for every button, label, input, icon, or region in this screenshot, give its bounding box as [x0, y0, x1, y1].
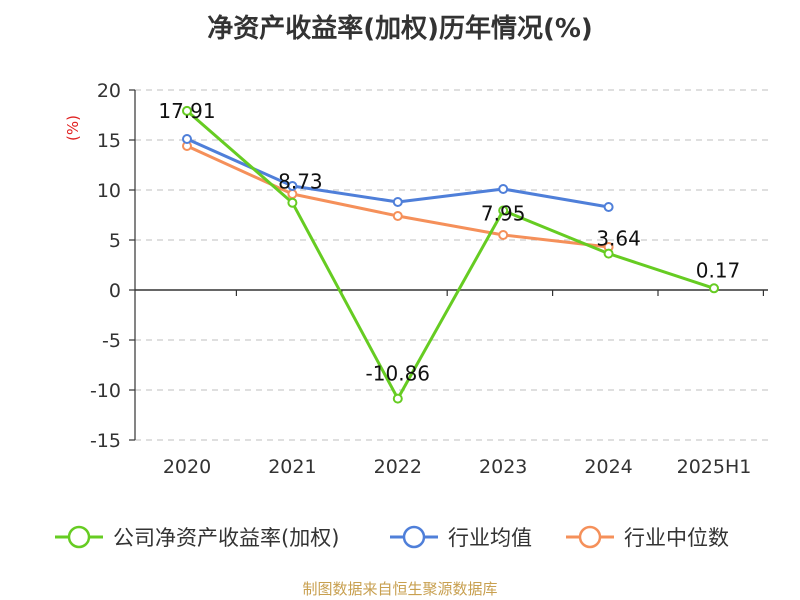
data-label: -10.86: [366, 362, 430, 386]
legend-marker: [578, 525, 602, 549]
legend-item-industry-median: 行业中位数: [566, 525, 729, 550]
data-point: [709, 283, 719, 294]
data-point: [392, 211, 403, 221]
grid-lines: [135, 89, 768, 441]
y-tick-label: 5: [109, 230, 121, 252]
y-tick-label: 10: [97, 180, 121, 202]
series-line: [186, 109, 715, 401]
data-label: 7.95: [481, 202, 526, 226]
x-tick-label: 2023: [479, 456, 527, 478]
legend-label: 行业均值: [448, 526, 532, 550]
series-line: [186, 137, 609, 209]
data-point: [392, 197, 403, 207]
legend-marker: [402, 525, 426, 549]
y-tick-label: -10: [90, 380, 121, 402]
data-point: [498, 184, 509, 194]
legend-label: 公司净资产收益率(加权): [113, 526, 339, 550]
x-tick-label: 2025H1: [677, 456, 752, 478]
data-point: [603, 248, 614, 259]
data-label: 17.91: [158, 99, 215, 123]
y-tick-label: 20: [97, 80, 121, 102]
data-point: [392, 393, 403, 404]
data-point: [287, 181, 298, 191]
legend-item-industry-average: 行业均值: [390, 525, 532, 550]
data-label: 8.73: [278, 170, 323, 194]
y-tick-label: -15: [90, 430, 121, 452]
y-tick-label: -5: [102, 330, 121, 352]
y-axis-unit: (%): [64, 115, 82, 141]
x-tick-label: 2022: [374, 456, 422, 478]
legend-marker: [67, 525, 91, 549]
legend: 公司净资产收益率(加权) 行业均值 行业中位数: [55, 525, 729, 550]
data-point: [603, 202, 614, 212]
series-company: [182, 105, 719, 404]
data-label: 0.17: [696, 258, 741, 282]
data-point: [498, 205, 509, 216]
chart-title: 净资产收益率(加权)历年情况(%): [207, 14, 593, 44]
data-label: 3.64: [596, 227, 641, 251]
x-tick-label: 2024: [584, 456, 632, 478]
source-note: 制图数据来自恒生聚源数据库: [302, 580, 498, 598]
legend-item-company: 公司净资产收益率(加权): [55, 525, 339, 550]
series-lines: [182, 105, 719, 404]
y-tick-label: 0: [109, 280, 121, 302]
x-tick-label: 2020: [163, 456, 211, 478]
y-tick-label: 15: [97, 130, 121, 152]
data-point: [182, 134, 192, 144]
x-tick-label: 2021: [268, 456, 316, 478]
data-point: [287, 197, 298, 208]
legend-label: 行业中位数: [624, 526, 729, 550]
data-point: [498, 230, 509, 240]
series-industry-median: [182, 141, 614, 252]
axes: 20 15 10 5 0 -5 -10 -15 2020 2021 2022 2023 2024 2025…: [90, 80, 768, 478]
data-point: [182, 105, 192, 116]
data-labels: 17.91 8.73 -10.86 7.95 3.64 0.17: [158, 99, 740, 386]
